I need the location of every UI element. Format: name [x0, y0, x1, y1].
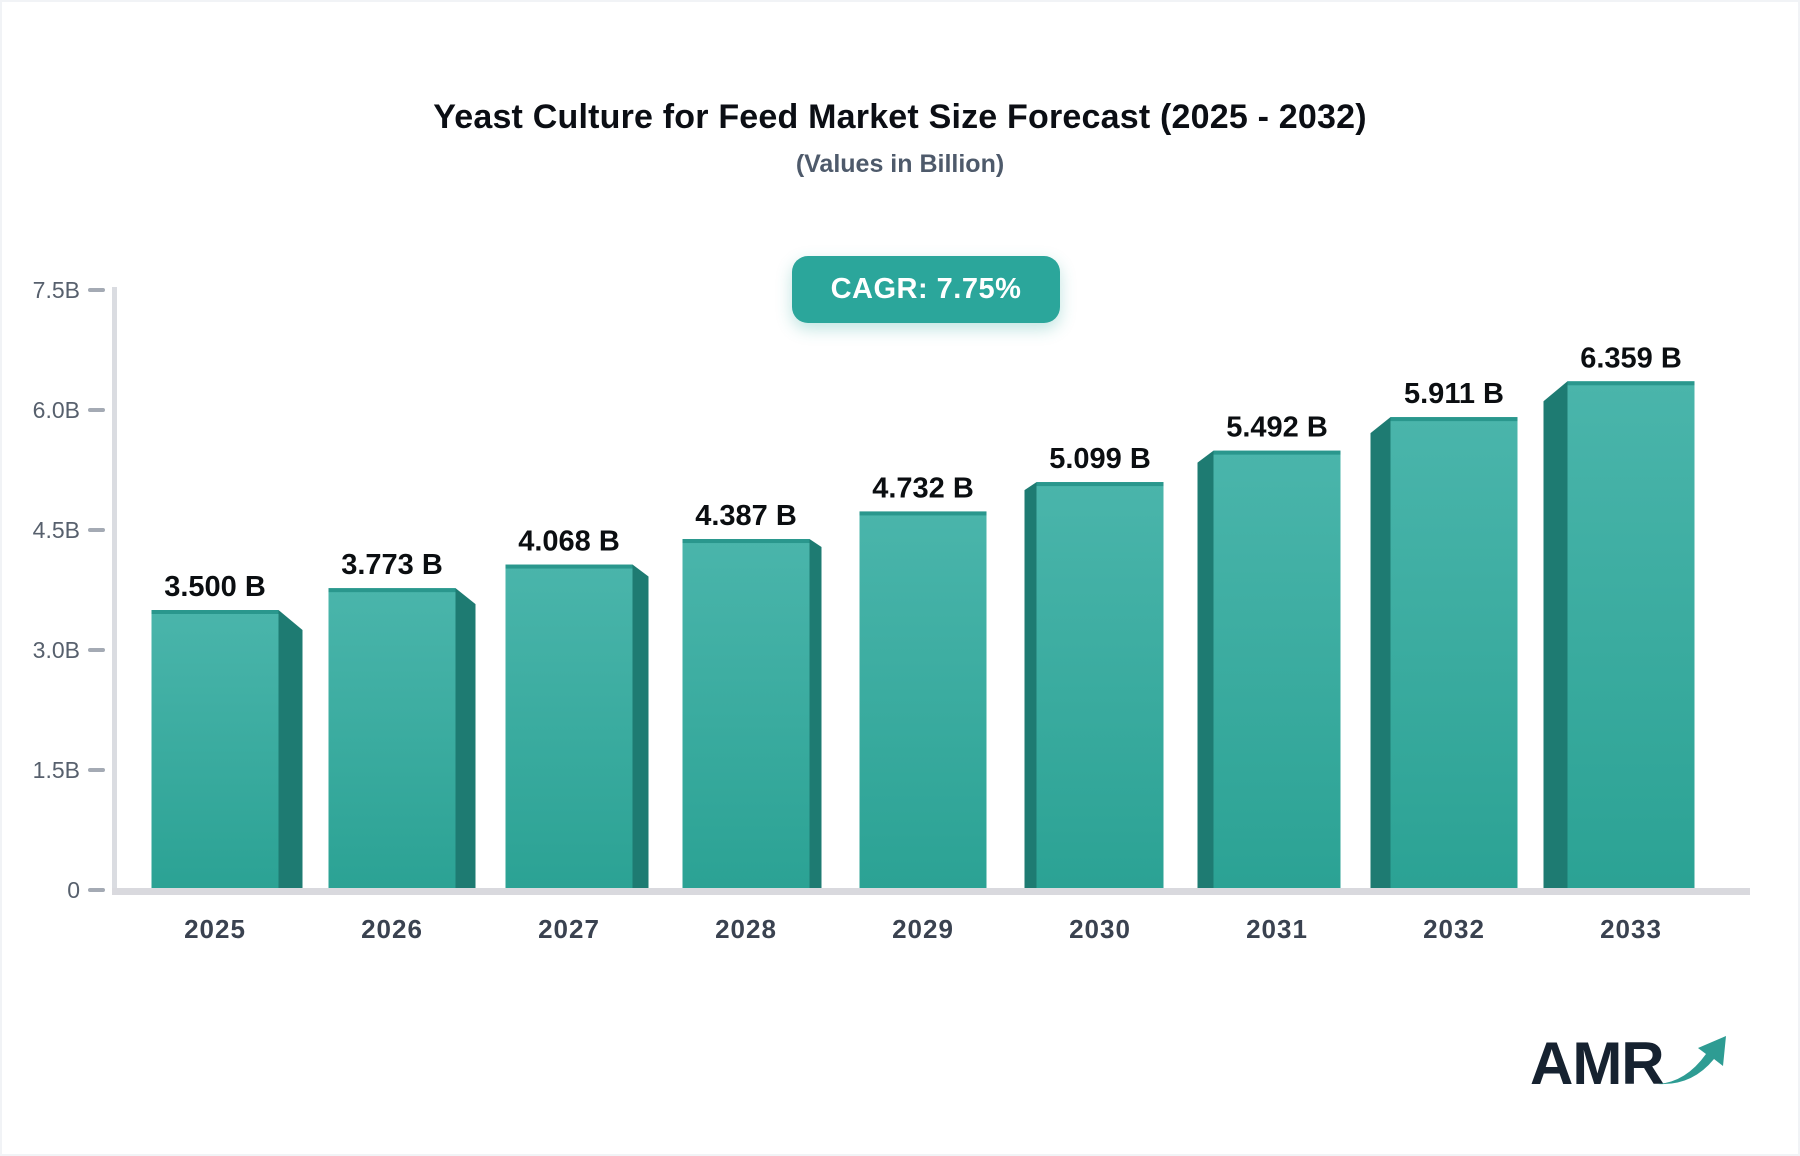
bar-top-edge	[1213, 450, 1341, 455]
bar-face	[505, 564, 633, 890]
bar-top-edge	[1036, 482, 1164, 487]
bar-value-label: 4.068 B	[518, 526, 620, 558]
bar-top-edge	[1567, 381, 1695, 386]
bar-face	[1036, 482, 1164, 890]
bar-side-shade	[455, 588, 476, 890]
bar-2027	[505, 564, 649, 890]
bar-face	[1213, 450, 1341, 890]
bar-top-edge	[505, 564, 633, 569]
growth-arrow-icon	[1657, 1036, 1726, 1085]
bar-top-edge	[151, 610, 279, 614]
amr-logo: AMR	[1530, 1032, 1732, 1094]
y-axis-tick-label: 6.0B	[33, 397, 80, 423]
bar-value-label: 5.492 B	[1226, 412, 1328, 444]
x-axis-label: 2026	[361, 914, 423, 944]
x-axis-label: 2028	[715, 914, 777, 944]
bar-face	[859, 511, 987, 890]
y-axis-tick-label: 0	[67, 877, 80, 903]
y-axis-tick-label: 4.5B	[33, 517, 80, 543]
bar-side-shade	[1543, 381, 1568, 890]
x-axis-label: 2027	[538, 914, 600, 944]
bar-value-label: 6.359 B	[1580, 342, 1682, 374]
y-axis-tick	[88, 408, 105, 412]
bar-side-shade	[278, 610, 303, 890]
bar-2032	[1370, 417, 1518, 890]
x-axis-label: 2031	[1246, 914, 1308, 944]
y-axis-tick	[88, 288, 105, 292]
bar-value-label: 4.732 B	[872, 472, 974, 504]
bar-side-shade	[809, 539, 822, 890]
chart-title: Yeast Culture for Feed Market Size Forec…	[433, 98, 1367, 136]
bar-value-label: 3.500 B	[164, 571, 266, 603]
y-axis-tick-label: 3.0B	[33, 637, 80, 663]
bar-side-shade	[1370, 417, 1391, 890]
bar-value-label: 4.387 B	[695, 500, 797, 532]
bar-side-shade	[632, 564, 649, 890]
y-axis-tick	[88, 648, 105, 652]
bar-2028	[682, 539, 822, 890]
bar-value-label: 5.099 B	[1049, 443, 1151, 475]
cagr-badge: CAGR: 7.75%	[792, 256, 1060, 323]
bar-top-edge	[682, 539, 810, 544]
amr-logo-text: AMR	[1530, 1030, 1665, 1097]
y-axis-tick-label: 1.5B	[33, 757, 80, 783]
bar-face	[1567, 381, 1695, 890]
bar-value-label: 3.773 B	[341, 549, 443, 581]
bar-face	[682, 539, 810, 890]
x-axis-label: 2029	[892, 914, 954, 944]
y-axis-line	[112, 287, 117, 890]
bar-2030	[1024, 482, 1164, 890]
y-axis-tick	[88, 768, 105, 772]
x-axis-baseline	[112, 888, 1750, 895]
bar-2026	[328, 588, 476, 890]
x-axis-label: 2030	[1069, 914, 1131, 944]
bar-face	[151, 610, 279, 890]
bar-2029	[859, 511, 987, 890]
bar-side-shade	[1197, 450, 1214, 890]
bar-value-label: 5.911 B	[1404, 378, 1504, 410]
chart-subtitle: (Values in Billion)	[795, 150, 1005, 178]
cagr-badge-label: CAGR: 7.75%	[830, 273, 1022, 305]
x-axis-label: 2025	[184, 914, 246, 944]
y-axis-tick-label: 7.5B	[33, 277, 80, 303]
x-axis-label: 2032	[1423, 914, 1485, 944]
y-axis-tick	[88, 888, 105, 892]
bar-top-edge	[328, 588, 456, 593]
bar-side-shade	[1024, 482, 1037, 890]
y-axis-tick	[88, 528, 105, 532]
bar-face	[328, 588, 456, 890]
bar-top-edge	[859, 511, 987, 516]
bar-2031	[1197, 450, 1341, 890]
bar-top-edge	[1390, 417, 1518, 422]
bar-face	[1390, 417, 1518, 890]
bar-2025	[151, 610, 303, 890]
bar-2033	[1543, 381, 1695, 890]
x-axis-label: 2033	[1600, 914, 1662, 944]
